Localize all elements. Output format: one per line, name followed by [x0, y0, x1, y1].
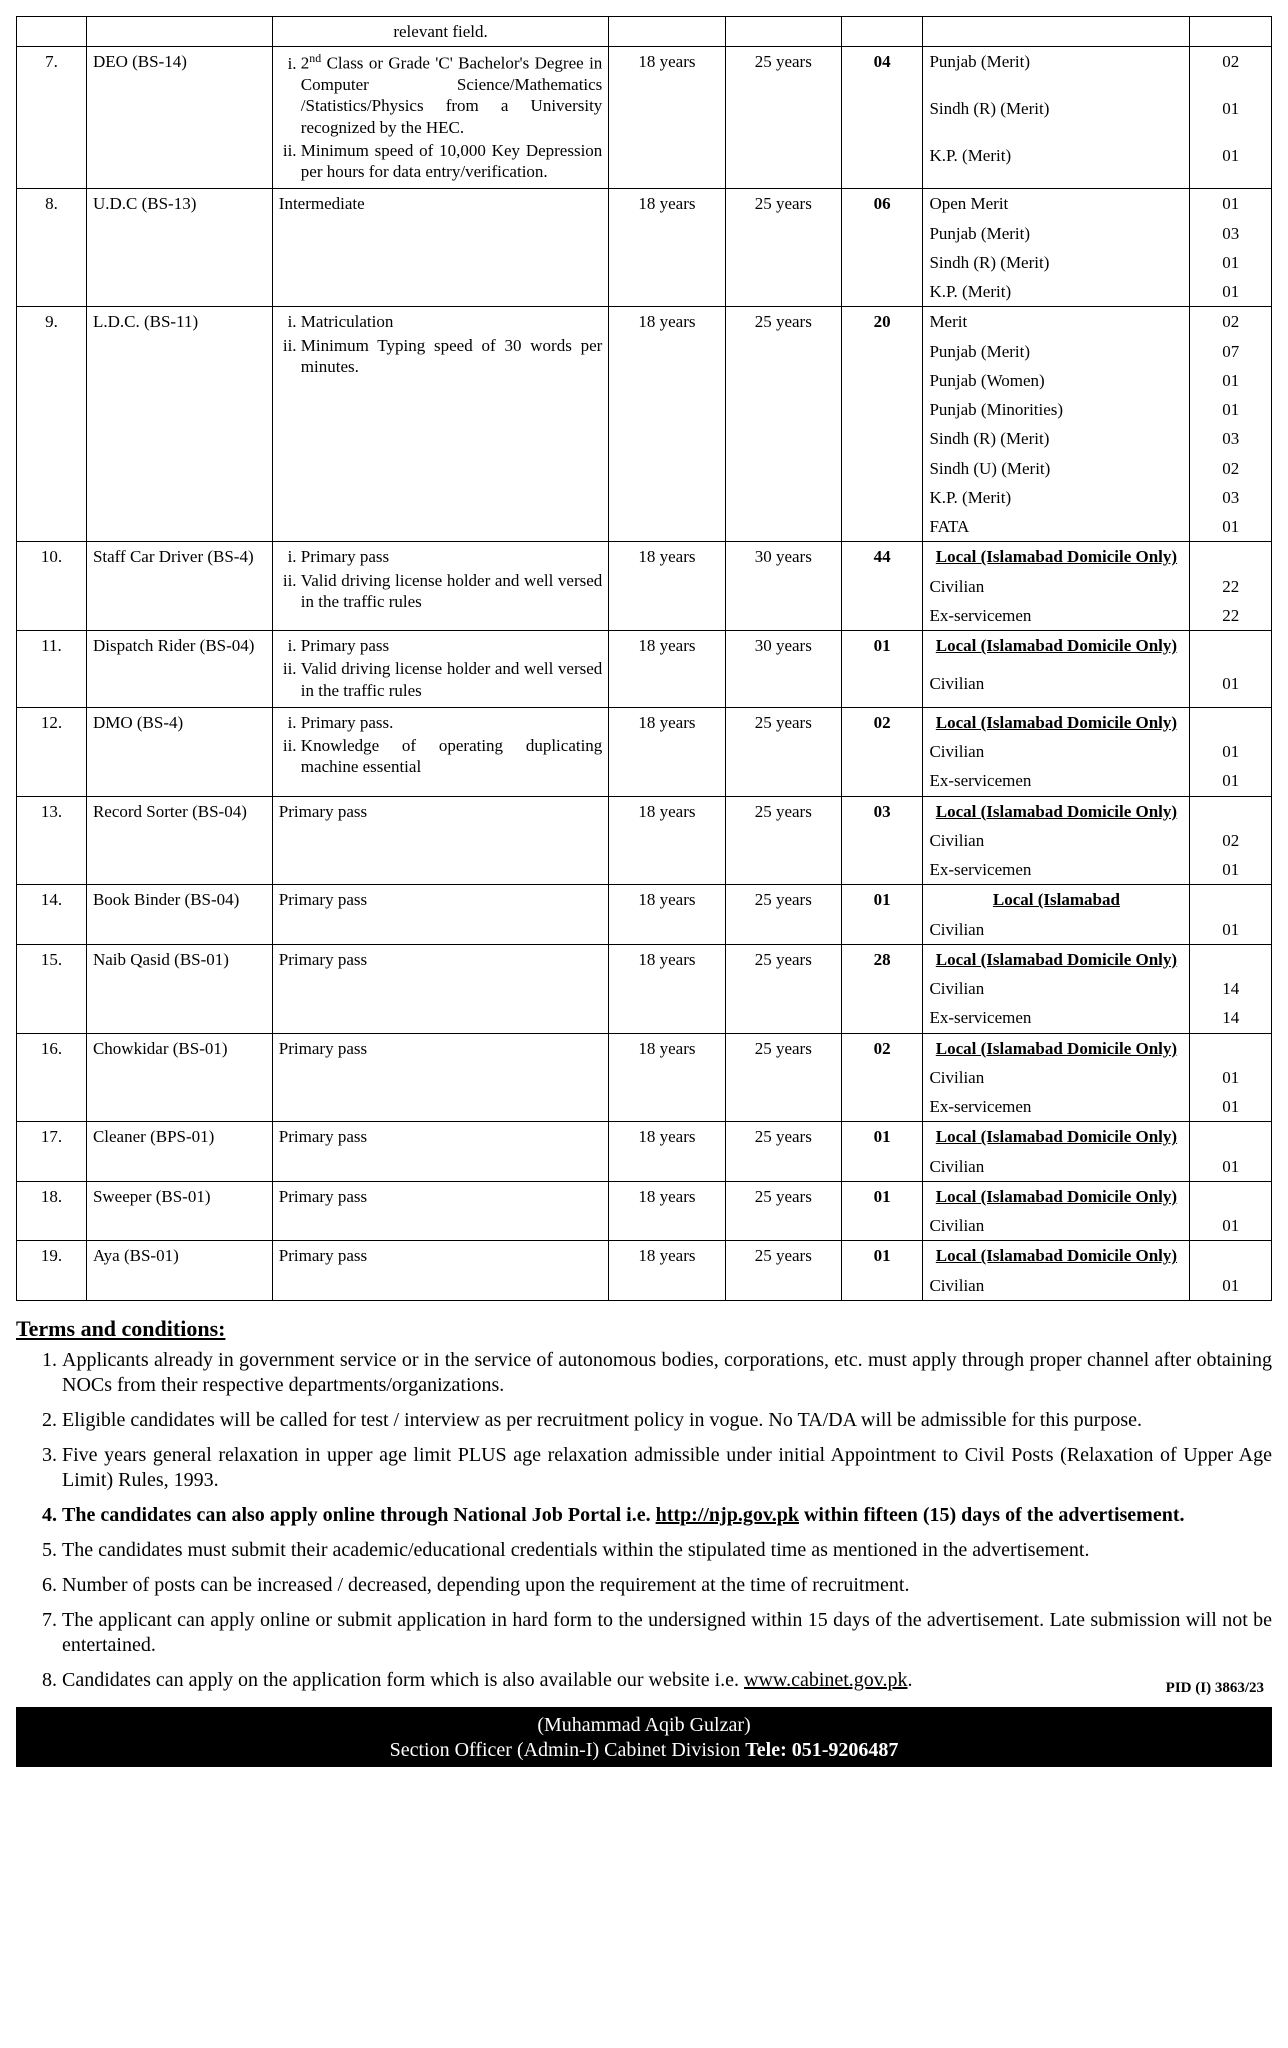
terms-list: Applicants already in government service… [16, 1348, 1272, 1693]
table-row: 7.DEO (BS-14)2nd Class or Grade 'C' Bach… [17, 47, 1272, 95]
terms-item: Candidates can apply on the application … [62, 1668, 1272, 1693]
table-row: 15.Naib Qasid (BS-01)Primary pass18 year… [17, 944, 1272, 974]
table-row: 16.Chowkidar (BS-01)Primary pass18 years… [17, 1033, 1272, 1063]
terms-item: The applicant can apply online or submit… [62, 1608, 1272, 1658]
table-row: 17.Cleaner (BPS-01)Primary pass18 years2… [17, 1122, 1272, 1152]
terms-heading: Terms and conditions: [16, 1315, 1272, 1343]
table-row: 12.DMO (BS-4)Primary pass.Knowledge of o… [17, 707, 1272, 737]
terms-item: Five years general relaxation in upper a… [62, 1443, 1272, 1493]
terms-item: The candidates must submit their academi… [62, 1538, 1272, 1563]
table-row: 14.Book Binder (BS-04)Primary pass18 yea… [17, 885, 1272, 915]
footer-telephone: Tele: 051-9206487 [745, 1739, 898, 1761]
footer-bar: (Muhammad Aqib Gulzar) Section Officer (… [16, 1707, 1272, 1767]
terms-item: Applicants already in government service… [62, 1348, 1272, 1398]
table-row: 10.Staff Car Driver (BS-4)Primary passVa… [17, 542, 1272, 572]
footer-officer-name: (Muhammad Aqib Gulzar) [20, 1713, 1268, 1738]
terms-item: Eligible candidates will be called for t… [62, 1408, 1272, 1433]
pid-number: PID (I) 3863/23 [1166, 1679, 1264, 1698]
footer-office: Section Officer (Admin-I) Cabinet Divisi… [390, 1739, 746, 1761]
table-row: 8.U.D.C (BS-13)Intermediate18 years25 ye… [17, 189, 1272, 219]
table-row: 18.Sweeper (BS-01)Primary pass18 years25… [17, 1181, 1272, 1211]
footer-designation: Section Officer (Admin-I) Cabinet Divisi… [20, 1738, 1268, 1763]
terms-item: The candidates can also apply online thr… [62, 1503, 1272, 1528]
terms-item: Number of posts can be increased / decre… [62, 1573, 1272, 1598]
jobs-table: relevant field.7.DEO (BS-14)2nd Class or… [16, 16, 1272, 1301]
table-row: 11.Dispatch Rider (BS-04)Primary passVal… [17, 631, 1272, 669]
table-row: 9.L.D.C. (BS-11)MatriculationMinimum Typ… [17, 307, 1272, 337]
table-row: 13.Record Sorter (BS-04)Primary pass18 y… [17, 796, 1272, 826]
table-row: 19.Aya (BS-01)Primary pass18 years25 yea… [17, 1241, 1272, 1271]
